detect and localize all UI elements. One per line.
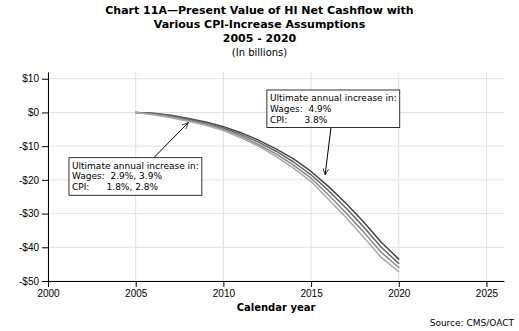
tick-mark <box>399 281 400 287</box>
tick-mark <box>223 281 224 287</box>
tick-label: -$10 <box>19 141 39 152</box>
grid-line <box>48 213 504 214</box>
tick: 2000 <box>37 281 60 299</box>
titles: Chart 11A—Present Value of HI Net Cashfl… <box>105 4 413 58</box>
annotation-frame <box>267 90 400 128</box>
title: 2005 - 2020 <box>223 32 297 45</box>
tick-label: -$20 <box>19 175 39 186</box>
tick-mark <box>42 112 48 113</box>
tick: 2025 <box>476 281 499 299</box>
annotation: Ultimate annual increase in:Wages: 2.9%,… <box>69 123 202 196</box>
annotations: Ultimate annual increase in:Wages: 2.9%,… <box>69 90 400 195</box>
tick: 2020 <box>388 281 411 299</box>
tick-mark <box>42 79 48 80</box>
tick-label: -$40 <box>19 242 39 253</box>
annotation-arrow <box>154 123 188 158</box>
grid-line <box>48 281 504 282</box>
axis-line <box>49 281 505 282</box>
annotation-line: Wages: 2.9%, 3.9% <box>72 171 162 181</box>
annotation-line: CPI: 3.8% <box>270 115 328 125</box>
tick: $10 <box>22 73 48 84</box>
source: Source: CMS/OACT <box>430 318 515 328</box>
grid-line <box>486 72 487 281</box>
annotation-arrow <box>325 128 331 175</box>
tick-label: 2025 <box>476 288 499 299</box>
tick-label: -$30 <box>19 208 39 219</box>
tick-mark <box>136 281 137 287</box>
chart: 2000 2005 2010 2015 2020 2025 $10 $0 -$10 -$20 -$3… <box>0 0 519 331</box>
tick-label: 2020 <box>388 288 411 299</box>
annotation-line: Ultimate annual increase in: <box>270 93 397 103</box>
tick: $0 <box>28 107 48 118</box>
grid-line <box>48 72 49 281</box>
tick-mark <box>42 180 48 181</box>
tick-label: 2010 <box>213 288 236 299</box>
title: Chart 11A—Present Value of HI Net Cashfl… <box>105 4 413 17</box>
tick-mark <box>42 247 48 248</box>
annotation-text: Ultimate annual increase in:Wages: 4.9%C… <box>270 93 397 125</box>
tick-label: $10 <box>22 73 39 84</box>
tick-label: 2005 <box>125 288 148 299</box>
grid-line <box>48 78 504 79</box>
tick: -$30 <box>19 208 48 219</box>
annotation-line: CPI: 1.8%, 2.8% <box>72 182 158 192</box>
tick-label: $0 <box>28 107 40 118</box>
tick-mark <box>42 214 48 215</box>
annotation-box: Ultimate annual increase in:Wages: 4.9%C… <box>267 90 400 128</box>
annotation-text: Ultimate annual increase in:Wages: 2.9%,… <box>72 161 199 193</box>
tick-mark <box>48 281 49 287</box>
grid-line <box>48 247 504 248</box>
tick: 2005 <box>125 281 148 299</box>
tick: -$50 <box>19 276 48 287</box>
tick-label: -$50 <box>19 276 39 287</box>
annotation: Ultimate annual increase in:Wages: 4.9%C… <box>267 90 400 175</box>
tick: -$20 <box>19 175 48 186</box>
x-axis-title: Calendar year <box>237 302 316 313</box>
tick-mark <box>486 281 487 287</box>
x-axis: 2000 2005 2010 2015 2020 2025 <box>37 281 504 299</box>
tick-mark <box>42 281 48 282</box>
annotation-box: Ultimate annual increase in:Wages: 2.9%,… <box>69 158 202 196</box>
annotation-line: Wages: 4.9% <box>270 104 332 114</box>
annotation-frame <box>69 158 202 196</box>
subtitle: (In billions) <box>232 47 287 58</box>
y-axis: $10 $0 -$10 -$20 -$30 -$40 -$50 <box>19 73 49 287</box>
grid-line <box>48 146 504 147</box>
tick-label: 2015 <box>300 288 323 299</box>
grid <box>48 72 504 281</box>
tick-mark <box>311 281 312 287</box>
axis-line <box>48 73 49 282</box>
tick: 2015 <box>300 281 323 299</box>
grid-line <box>223 72 224 281</box>
tick: -$40 <box>19 242 48 253</box>
annotation-line: Ultimate annual increase in: <box>72 161 199 171</box>
title: Various CPI-Increase Assumptions <box>154 18 366 31</box>
tick-mark <box>42 146 48 147</box>
tick: 2010 <box>213 281 236 299</box>
tick: -$10 <box>19 141 48 152</box>
tick-label: 2000 <box>37 288 60 299</box>
